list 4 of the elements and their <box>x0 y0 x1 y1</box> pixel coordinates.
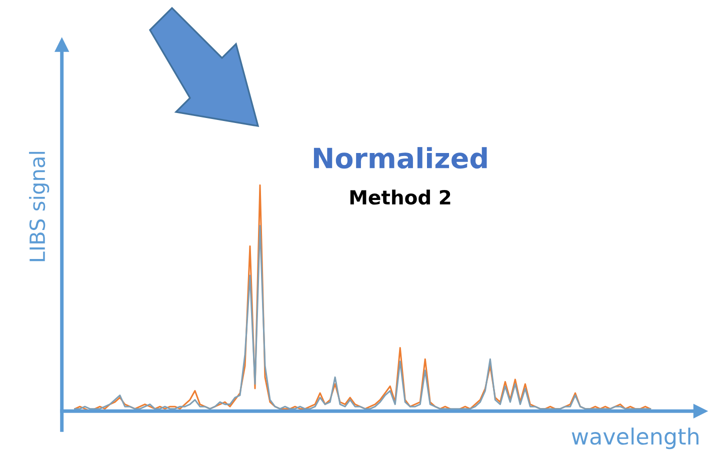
chart-subtitle: Method 2 <box>350 190 450 205</box>
x-axis-title: wavelength <box>572 428 698 450</box>
chart-title: Normalized <box>314 147 487 169</box>
y-axis-title: LIBS signal <box>29 152 50 262</box>
